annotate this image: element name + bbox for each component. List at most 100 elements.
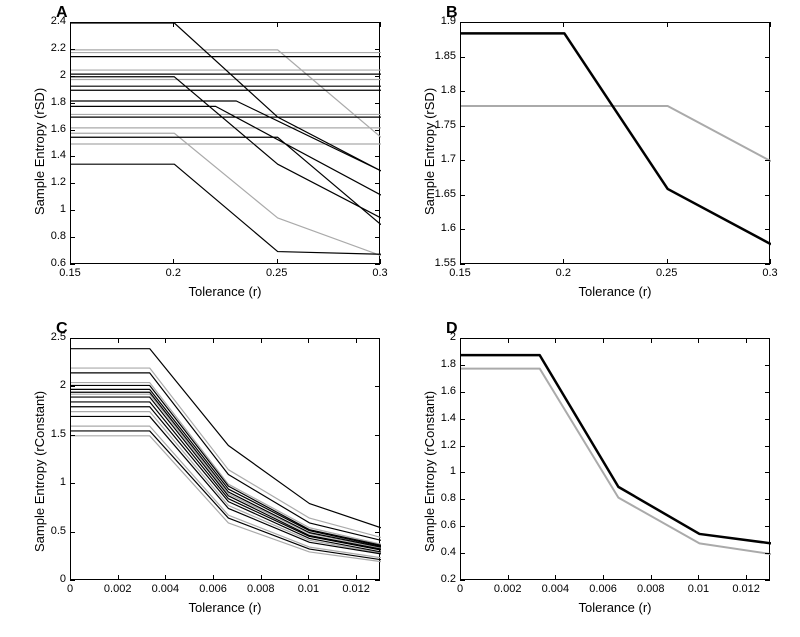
- ytick-mark: [765, 553, 770, 554]
- ytick-mark: [460, 472, 465, 473]
- ytick-mark: [765, 446, 770, 447]
- series-line: [461, 355, 771, 543]
- ytick-label: 2: [450, 332, 456, 343]
- ytick-label: 1.2: [441, 440, 456, 451]
- xtick-mark: [356, 338, 357, 343]
- ytick-label: 2.5: [51, 332, 66, 343]
- ytick-mark: [375, 130, 380, 131]
- ytick-mark: [460, 392, 465, 393]
- plot-lines-d: [461, 339, 771, 581]
- ytick-label: 2: [60, 70, 66, 81]
- xtick-mark: [603, 338, 604, 343]
- ytick-label: 1.4: [441, 413, 456, 424]
- xtick-mark: [667, 259, 668, 264]
- ytick-label: 1.9: [441, 16, 456, 27]
- ytick-mark: [375, 386, 380, 387]
- ytick-mark: [375, 156, 380, 157]
- ytick-mark: [460, 419, 465, 420]
- ytick-mark: [70, 210, 75, 211]
- ytick-label: 0.6: [441, 520, 456, 531]
- xtick-mark: [603, 575, 604, 580]
- ytick-mark: [70, 183, 75, 184]
- ytick-mark: [460, 264, 465, 265]
- ylabel-a: Sample Entropy (rSD): [32, 87, 47, 214]
- xlabel-c: Tolerance (r): [70, 600, 380, 615]
- xtick-mark: [118, 338, 119, 343]
- ytick-label: 1: [450, 466, 456, 477]
- series-line: [71, 392, 381, 547]
- ytick-mark: [460, 553, 465, 554]
- ytick-mark: [460, 499, 465, 500]
- xtick-label: 0.006: [583, 584, 623, 595]
- xlabel-d: Tolerance (r): [460, 600, 770, 615]
- ytick-label: 1.2: [51, 177, 66, 188]
- ytick-mark: [765, 365, 770, 366]
- ytick-label: 1.8: [51, 97, 66, 108]
- xtick-label: 0.002: [488, 584, 528, 595]
- ytick-mark: [460, 580, 465, 581]
- ytick-mark: [375, 237, 380, 238]
- xtick-mark: [380, 259, 381, 264]
- ytick-label: 1.8: [441, 359, 456, 370]
- xtick-mark: [746, 338, 747, 343]
- xtick-mark: [173, 259, 174, 264]
- xtick-label: 0.012: [336, 584, 376, 595]
- ytick-mark: [375, 210, 380, 211]
- ytick-label: 2.2: [51, 43, 66, 54]
- ytick-mark: [70, 532, 75, 533]
- ytick-label: 1.6: [441, 223, 456, 234]
- ylabel-d: Sample Entropy (rConstant): [422, 391, 437, 552]
- ytick-mark: [765, 195, 770, 196]
- xtick-mark: [165, 338, 166, 343]
- series-line: [71, 50, 381, 137]
- xtick-label: 0.006: [193, 584, 233, 595]
- ylabel-c: Sample Entropy (rConstant): [32, 391, 47, 552]
- ytick-mark: [375, 264, 380, 265]
- xlabel-b: Tolerance (r): [460, 284, 770, 299]
- ytick-label: 1.6: [51, 124, 66, 135]
- ytick-label: 0.8: [51, 231, 66, 242]
- xtick-mark: [213, 575, 214, 580]
- ytick-mark: [765, 580, 770, 581]
- ytick-mark: [375, 183, 380, 184]
- xtick-mark: [277, 22, 278, 27]
- ytick-mark: [460, 57, 465, 58]
- ytick-mark: [765, 160, 770, 161]
- ytick-label: 1.65: [435, 189, 456, 200]
- xtick-label: 0.3: [360, 268, 400, 279]
- series-line: [461, 33, 771, 244]
- ytick-mark: [460, 446, 465, 447]
- xtick-label: 0.008: [241, 584, 281, 595]
- xtick-mark: [746, 575, 747, 580]
- ytick-label: 1.75: [435, 120, 456, 131]
- ytick-label: 1.4: [51, 150, 66, 161]
- xtick-mark: [770, 259, 771, 264]
- series-line: [71, 385, 381, 545]
- xtick-label: 0: [50, 584, 90, 595]
- plot-a: [70, 22, 380, 264]
- xtick-mark: [651, 338, 652, 343]
- series-line: [71, 137, 381, 224]
- xlabel-a: Tolerance (r): [70, 284, 380, 299]
- ytick-mark: [375, 49, 380, 50]
- series-line: [71, 164, 381, 254]
- xtick-label: 0.15: [50, 268, 90, 279]
- ytick-mark: [460, 229, 465, 230]
- xtick-mark: [173, 22, 174, 27]
- xtick-label: 0.25: [647, 268, 687, 279]
- series-line: [71, 349, 381, 528]
- ytick-mark: [765, 526, 770, 527]
- ytick-mark: [375, 483, 380, 484]
- series-line: [71, 106, 381, 195]
- plot-b: [460, 22, 770, 264]
- plot-d: [460, 338, 770, 580]
- xtick-mark: [308, 338, 309, 343]
- xtick-label: 0.01: [678, 584, 718, 595]
- plot-lines-a: [71, 23, 381, 265]
- ytick-mark: [70, 49, 75, 50]
- xtick-label: 0.15: [440, 268, 480, 279]
- ytick-label: 1.7: [441, 154, 456, 165]
- xtick-label: 0.2: [543, 268, 583, 279]
- xtick-mark: [698, 338, 699, 343]
- xtick-mark: [261, 575, 262, 580]
